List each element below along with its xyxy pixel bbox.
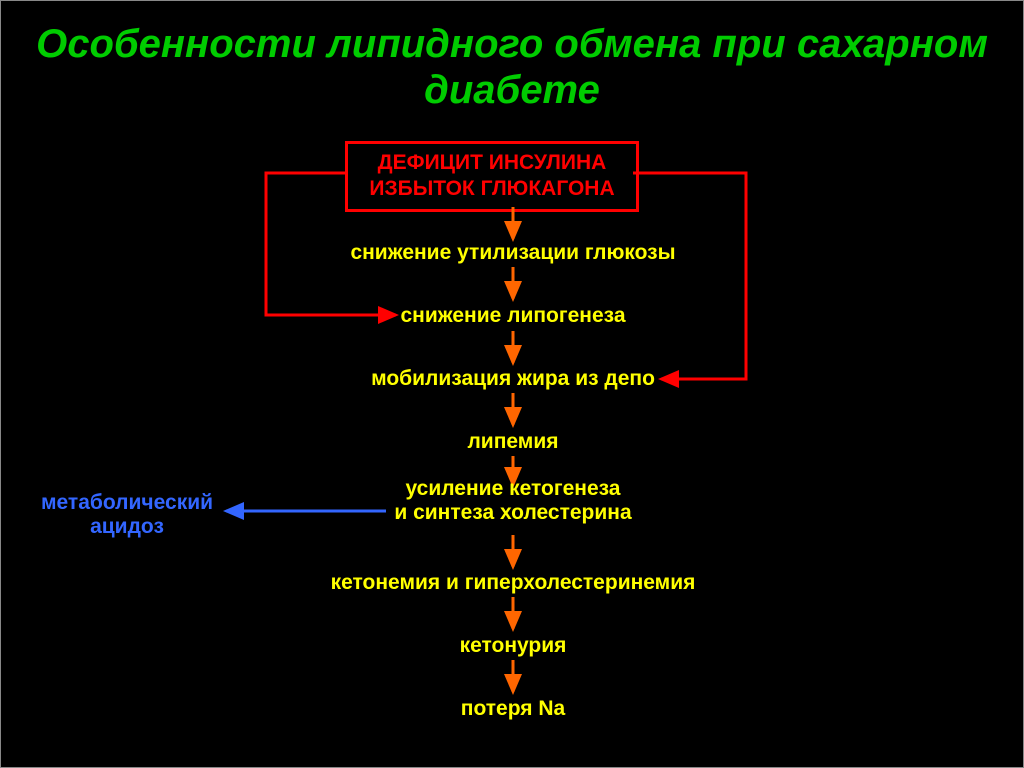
root-line2: ИЗБЫТОК ГЛЮКАГОНА — [369, 177, 614, 200]
slide: Особенности липидного обмена при сахарно… — [0, 0, 1024, 768]
step-5-line-2: и синтеза холестерина — [394, 501, 631, 524]
root-node: ДЕФИЦИТ ИНСУЛИНА ИЗБЫТОК ГЛЮКАГОНА — [345, 141, 639, 212]
step-2: снижение липогенеза — [1, 304, 1024, 328]
root-line1: ДЕФИЦИТ ИНСУЛИНА — [378, 151, 607, 174]
step-8: потеря Na — [1, 697, 1024, 721]
slide-title: Особенности липидного обмена при сахарно… — [1, 21, 1023, 113]
step-6: кетонемия и гиперхолестеринемия — [1, 571, 1024, 595]
step-3: мобилизация жира из депо — [1, 367, 1024, 391]
step-5-line-1: усиление кетогенеза — [406, 477, 621, 500]
step-4: липемия — [1, 430, 1024, 454]
step-7: кетонурия — [1, 634, 1024, 658]
step-1: снижение утилизации глюкозы — [1, 241, 1024, 265]
step-5: усиление кетогенезаи синтеза холестерина — [1, 477, 1024, 525]
